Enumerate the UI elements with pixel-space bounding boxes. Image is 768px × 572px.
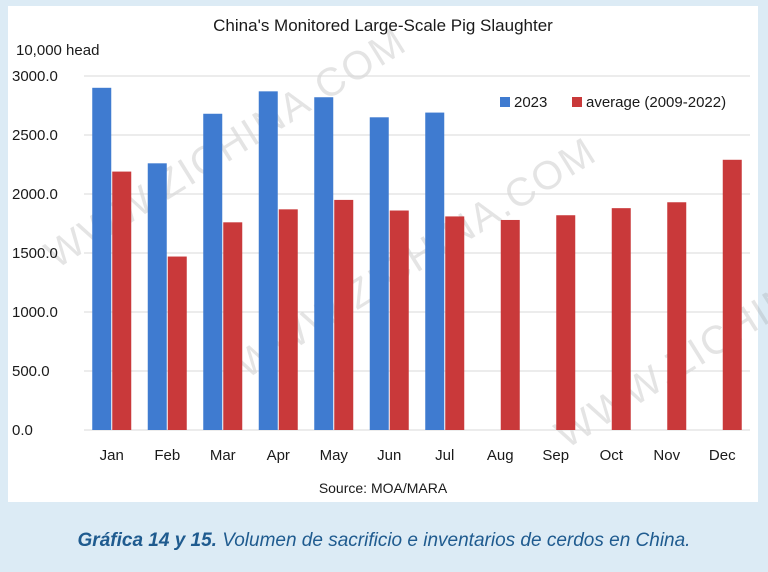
bar-average — [500, 219, 520, 430]
caption-label: Gráfica 14 y 15. — [77, 530, 217, 551]
x-tick-label: Nov — [653, 447, 680, 464]
legend-swatch-2023 — [500, 97, 510, 107]
bar-2023 — [203, 113, 223, 430]
caption-text: Volumen de sacrificio e inventarios de c… — [216, 530, 691, 551]
bar-average — [445, 216, 465, 430]
figure-caption: Gráfica 14 y 15. Volumen de sacrificio e… — [0, 530, 768, 552]
bar-average — [611, 208, 631, 430]
x-tick-label: Jun — [377, 447, 401, 464]
x-tick-label: Sep — [542, 447, 569, 464]
bar-2023 — [314, 97, 334, 431]
legend-label-average: average (2009-2022) — [586, 94, 726, 111]
chart-card: WWW.ZICHINA.COM WWW.ZICHINA.COM WWW.ZICH… — [8, 6, 768, 502]
bar-average — [223, 222, 243, 430]
x-tick-label: Apr — [267, 447, 290, 464]
x-tick-label: Mar — [210, 447, 236, 464]
chart-title: China's Monitored Large-Scale Pig Slaugh… — [213, 16, 553, 35]
bar-average — [112, 171, 132, 430]
bar-average — [389, 210, 409, 430]
y-axis-unit-label: 10,000 head — [16, 42, 100, 59]
x-tick-label: Oct — [600, 447, 624, 464]
bar-average — [278, 209, 298, 430]
bar-average — [334, 199, 354, 430]
bar-2023 — [147, 163, 167, 430]
x-tick-label: May — [320, 447, 349, 464]
y-tick-label: 1000.0 — [12, 304, 58, 321]
bar-2023 — [425, 112, 445, 430]
bar-chart-plot: 0.0 500.0 1000.0 1500.0 2000.0 2500.0 3000.0 Ja… — [12, 68, 750, 464]
y-tick-label: 1500.0 — [12, 245, 58, 262]
legend-swatch-average — [572, 97, 582, 107]
y-tick-label: 2000.0 — [12, 186, 58, 203]
x-tick-label: Feb — [154, 447, 180, 464]
x-tick-label: Jul — [435, 447, 454, 464]
y-tick-label: 0.0 — [12, 422, 33, 439]
y-tick-label: 3000.0 — [12, 68, 58, 85]
source-note: Source: MOA/MARA — [318, 480, 448, 496]
bar-average — [667, 202, 687, 430]
y-tick-label: 2500.0 — [12, 127, 58, 144]
y-tick-label: 500.0 — [12, 363, 50, 380]
bar-2023 — [92, 87, 112, 431]
x-tick-label: Aug — [487, 447, 514, 464]
bar-2023 — [369, 117, 389, 431]
x-tick-label: Jan — [100, 447, 124, 464]
x-tick-label: Dec — [709, 447, 736, 464]
bar-2023 — [258, 91, 278, 430]
legend-label-2023: 2023 — [514, 94, 547, 111]
bar-average — [722, 159, 742, 430]
bar-average — [167, 256, 187, 430]
bar-average — [556, 215, 576, 430]
